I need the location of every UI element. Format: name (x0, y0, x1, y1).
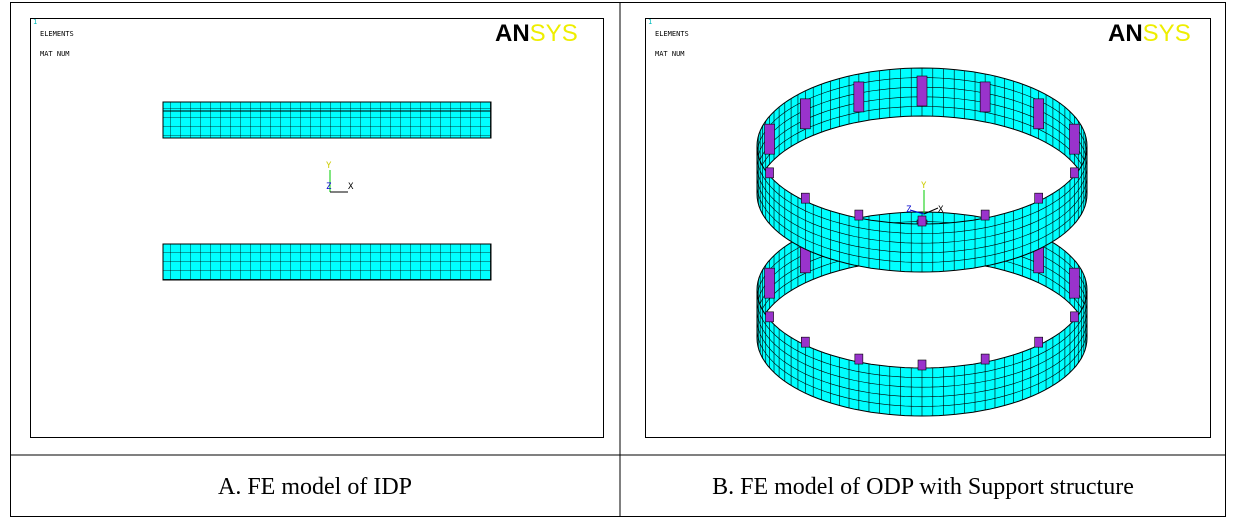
plot-label: ELEMENTS (655, 30, 689, 38)
logo: ANSYS (1108, 20, 1191, 47)
support (855, 210, 863, 220)
image-frame (31, 19, 604, 438)
support (1035, 337, 1043, 347)
plot-label: MAT NUM (40, 50, 70, 58)
axis-label: Y (921, 181, 927, 191)
caption: B. FE model of ODP with Support structur… (712, 474, 1134, 500)
axis-label: X (938, 205, 944, 215)
support (766, 168, 774, 178)
disk-plate (163, 102, 491, 138)
window-index: 1 (648, 18, 652, 26)
support (801, 337, 809, 347)
support (980, 82, 990, 112)
support (801, 193, 809, 203)
plot-label: MAT NUM (655, 50, 685, 58)
support (765, 124, 775, 154)
support (1069, 268, 1079, 298)
support (1069, 124, 1079, 154)
support (917, 76, 927, 106)
support (766, 312, 774, 322)
support (918, 216, 926, 226)
caption: A. FE model of IDP (218, 474, 412, 500)
support (1034, 99, 1044, 129)
axis-label: Z (326, 182, 332, 192)
support (854, 82, 864, 112)
window-index: 1 (33, 18, 37, 26)
axis-label: X (348, 182, 354, 192)
support (981, 210, 989, 220)
support (981, 354, 989, 364)
plot-label: ELEMENTS (40, 30, 74, 38)
figure: 1 ELEMENTS MAT NUM ANSYS Y Z X A. FE mod… (0, 0, 1233, 520)
support (1070, 312, 1078, 322)
axis-label: Y (326, 161, 332, 171)
support (765, 268, 775, 298)
axis-label: Z (906, 205, 912, 215)
logo-part: AN (495, 20, 530, 47)
support (855, 354, 863, 364)
logo-part: SYS (530, 20, 578, 47)
logo: ANSYS (495, 20, 578, 47)
support (1035, 193, 1043, 203)
support (918, 360, 926, 370)
support (800, 99, 810, 129)
logo-part: AN (1108, 20, 1143, 47)
support (1070, 168, 1078, 178)
disk-plate (163, 244, 491, 280)
logo-part: SYS (1143, 20, 1191, 47)
